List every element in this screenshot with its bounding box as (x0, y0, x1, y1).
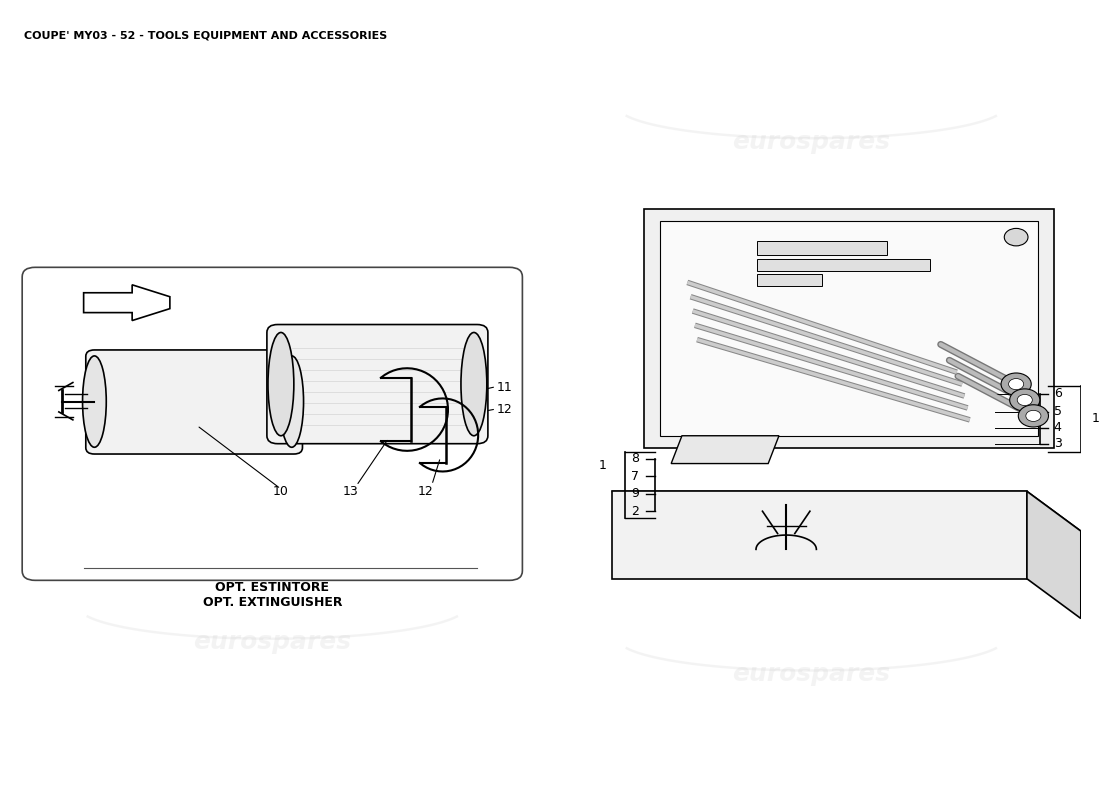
Text: 7: 7 (630, 470, 639, 482)
Circle shape (1010, 389, 1040, 411)
Text: eurospares: eurospares (733, 130, 890, 154)
Polygon shape (612, 491, 1027, 578)
Text: eurospares: eurospares (733, 662, 890, 686)
Text: 6: 6 (1054, 387, 1062, 400)
Polygon shape (758, 241, 887, 255)
FancyBboxPatch shape (86, 350, 302, 454)
Text: 11: 11 (496, 381, 513, 394)
Ellipse shape (268, 333, 294, 436)
Circle shape (1001, 373, 1031, 395)
Polygon shape (660, 222, 1037, 436)
Text: 2: 2 (631, 505, 639, 518)
Text: 8: 8 (630, 452, 639, 466)
Text: COUPE' MY03 - 52 - TOOLS EQUIPMENT AND ACCESSORIES: COUPE' MY03 - 52 - TOOLS EQUIPMENT AND A… (24, 30, 387, 41)
Circle shape (1018, 394, 1032, 406)
FancyBboxPatch shape (267, 325, 488, 444)
Text: OPT. ESTINTORE
OPT. EXTINGUISHER: OPT. ESTINTORE OPT. EXTINGUISHER (202, 581, 342, 609)
Text: 1: 1 (1091, 412, 1100, 425)
Text: 1: 1 (598, 458, 606, 472)
Circle shape (1019, 405, 1048, 427)
Polygon shape (1027, 491, 1081, 618)
Text: 5: 5 (1054, 406, 1062, 418)
Ellipse shape (461, 333, 487, 436)
Text: 12: 12 (418, 485, 433, 498)
Circle shape (1009, 378, 1024, 390)
Polygon shape (84, 285, 169, 321)
Text: 12: 12 (496, 403, 513, 416)
Text: 3: 3 (1054, 437, 1062, 450)
Polygon shape (612, 491, 1081, 531)
Text: 9: 9 (631, 487, 639, 500)
Text: 4: 4 (1054, 422, 1062, 434)
Text: 13: 13 (342, 485, 359, 498)
FancyBboxPatch shape (22, 267, 522, 580)
Circle shape (1004, 229, 1028, 246)
Ellipse shape (279, 356, 304, 447)
Text: eurospares: eurospares (194, 630, 351, 654)
Polygon shape (758, 274, 822, 286)
Circle shape (1026, 410, 1041, 422)
Polygon shape (645, 210, 1054, 448)
Polygon shape (758, 258, 930, 271)
Ellipse shape (82, 356, 107, 447)
Text: 10: 10 (273, 485, 288, 498)
Polygon shape (671, 436, 779, 463)
